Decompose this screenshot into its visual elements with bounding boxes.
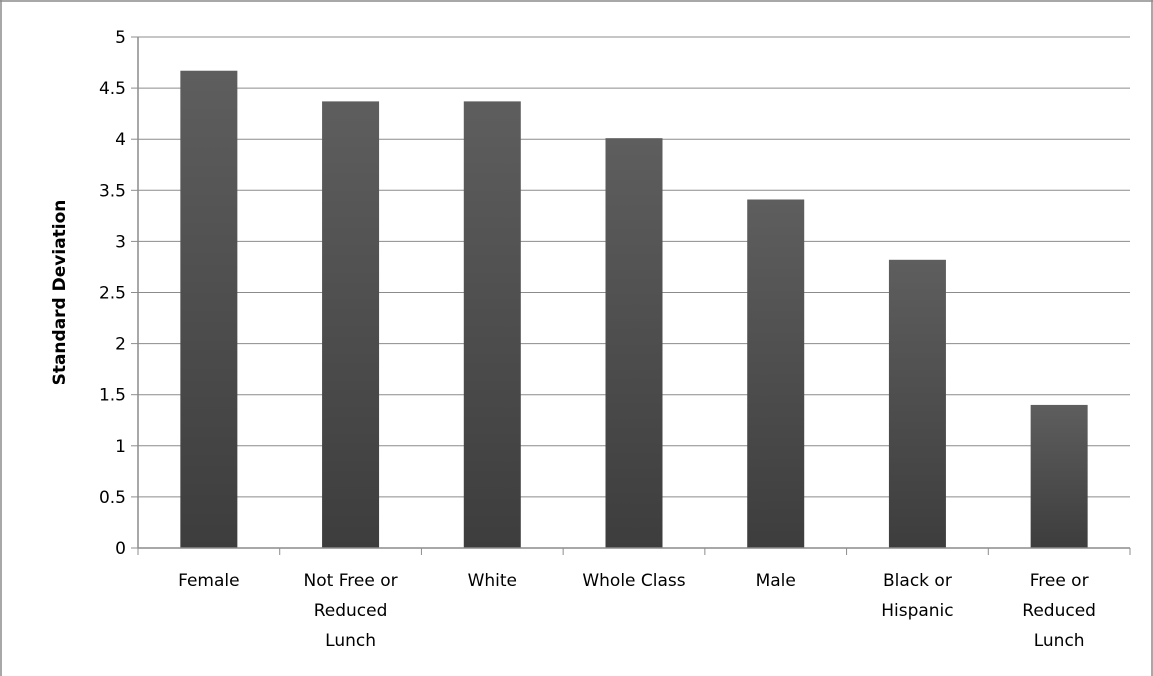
bar [605,138,663,549]
x-category-label: Not Free or Reduced Lunch [304,571,398,651]
y-tick-label: 0 [115,539,126,559]
y-tick-labels: 0 0.5 1 1.5 2 2.5 3 3.5 4 4.5 5 [99,28,126,559]
x-category-label: Male [756,571,796,591]
y-tick-label: 4 [115,130,126,150]
y-axis-title: Standard Deviation [50,200,70,386]
y-tick-label: 2.5 [99,284,126,304]
x-category-label: Black or Hispanic [881,571,953,621]
y-tick-label: 1 [115,437,126,457]
x-category-labels: Female Not Free or Reduced Lunch White Whole … [178,571,1096,651]
y-tick-label: 1.5 [99,386,126,406]
x-category-label: Free or Reduced Lunch [1022,571,1096,651]
bar [180,70,238,548]
bar [463,101,521,549]
bars [180,70,1088,549]
y-tick-label: 3 [115,232,126,252]
y-tick-label: 4.5 [99,79,126,99]
y-tick-label: 2 [115,335,126,355]
bar [322,101,380,549]
y-tick-label: 3.5 [99,181,126,201]
y-tick-label: 5 [115,28,126,48]
x-category-label: White [468,571,517,591]
x-category-label: Whole Class [582,571,685,591]
bar [1030,404,1088,548]
bar [747,199,805,549]
y-tick-label: 0.5 [99,488,126,508]
axes [137,37,1131,555]
bar [888,259,946,548]
x-category-label: Female [178,571,239,591]
